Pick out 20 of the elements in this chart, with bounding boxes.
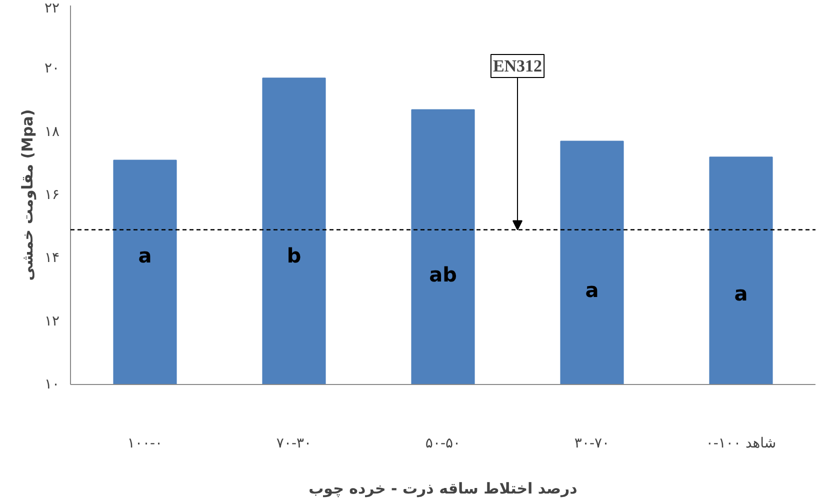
y-tick-label: ۱۰ [44,376,60,392]
y-tick-label: ۱۸ [44,124,60,140]
x-tick-label: ۷۰-۳۰ [276,436,312,452]
annotation: a [734,282,748,306]
annotation: a [138,244,152,268]
y-tick-label: ۱۶ [44,187,60,203]
y-axis-title: مقاومت خمشی (Mpa) [18,109,36,281]
annotation: ab [429,262,457,287]
x-tick-label: ۱۰۰-۰ [127,436,163,452]
x-tick-label: ۰-۱۰۰ شاهد [706,436,776,452]
y-tick-label: ۲۰ [44,60,60,77]
annotation: a [585,278,599,302]
x-tick-label: ۳۰-۷۰ [574,436,610,452]
x-axis-title: درصد اختلاط ساقه ذرت - خرده چوب [308,480,578,498]
x-tick-label: ۵۰-۵۰ [425,436,461,452]
annotation: b [286,244,302,268]
y-tick-label: ۱۴ [44,250,60,266]
y-tick-label: ۲۲ [44,0,60,16]
ref-line-label: EN312 [492,56,542,76]
y-tick-label: ۱۲ [44,313,60,330]
